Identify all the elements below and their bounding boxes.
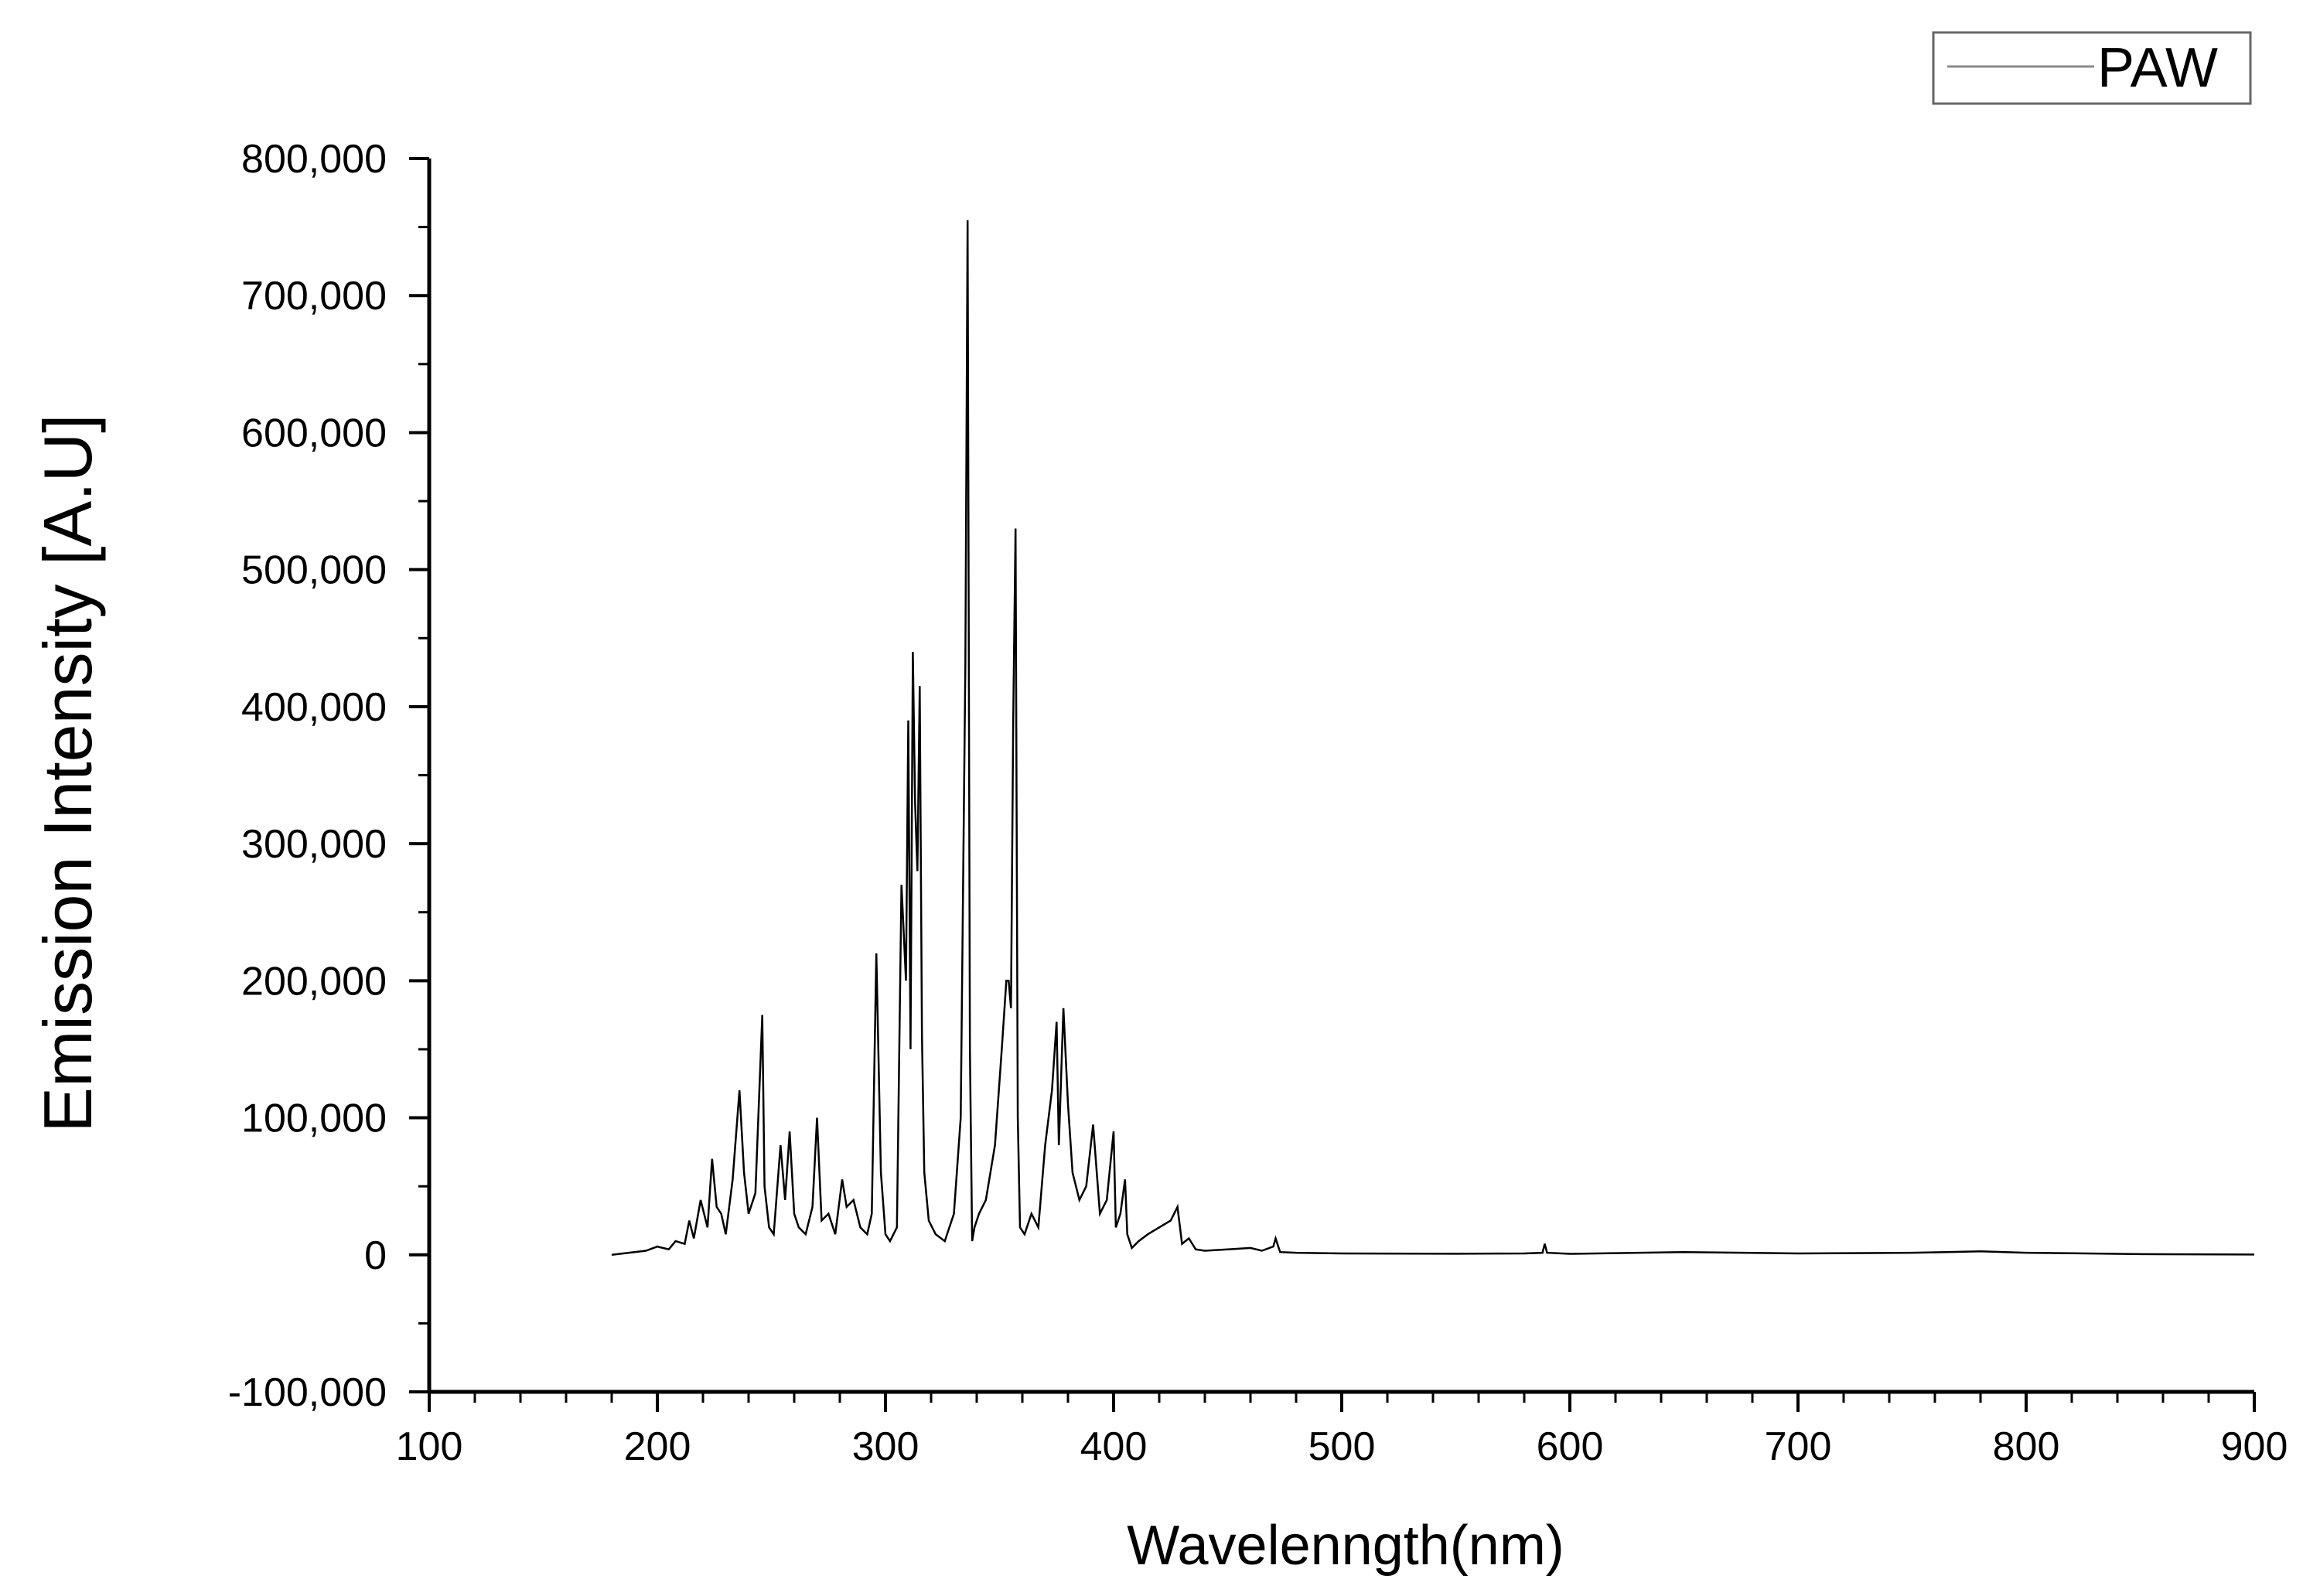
y-tick-label: 200,000 xyxy=(241,959,387,1004)
y-tick-label: -100,000 xyxy=(228,1370,387,1415)
x-tick-label: 300 xyxy=(852,1424,919,1469)
legend-label-paw: PAW xyxy=(2097,37,2218,99)
y-tick-label: 400,000 xyxy=(241,685,387,730)
series-line-paw xyxy=(611,220,2255,1257)
x-tick-label: 500 xyxy=(1308,1424,1376,1469)
x-tick-label: 400 xyxy=(1080,1424,1148,1469)
series-layer xyxy=(611,220,2255,1257)
legend: PAW xyxy=(1932,31,2252,105)
x-tick-label: 900 xyxy=(2221,1424,2288,1469)
x-axis-title: Wavelenngth(nm) xyxy=(1127,1515,1564,1577)
y-tick-label: 700,000 xyxy=(241,274,387,319)
y-tick-label: 800,000 xyxy=(241,137,387,182)
y-tick-label: 100,000 xyxy=(241,1096,387,1141)
legend-box xyxy=(1932,31,2252,105)
y-tick-label: 0 xyxy=(364,1233,387,1278)
axes: 100 200 300 400 500 600 700 800 900 -100,000 0 100,… xyxy=(228,137,2288,1469)
y-tick-label: 500,000 xyxy=(241,548,387,593)
x-tick-label: 800 xyxy=(1993,1424,2060,1469)
x-tick-label: 200 xyxy=(624,1424,691,1469)
y-axis-title: Emission Intensity [A.U] xyxy=(29,414,106,1132)
y-tick-label: 300,000 xyxy=(241,822,387,867)
x-tick-label: 100 xyxy=(396,1424,463,1469)
y-tick-label: 600,000 xyxy=(241,411,387,455)
x-tick-label: 700 xyxy=(1765,1424,1832,1469)
x-tick-label: 600 xyxy=(1537,1424,1604,1469)
